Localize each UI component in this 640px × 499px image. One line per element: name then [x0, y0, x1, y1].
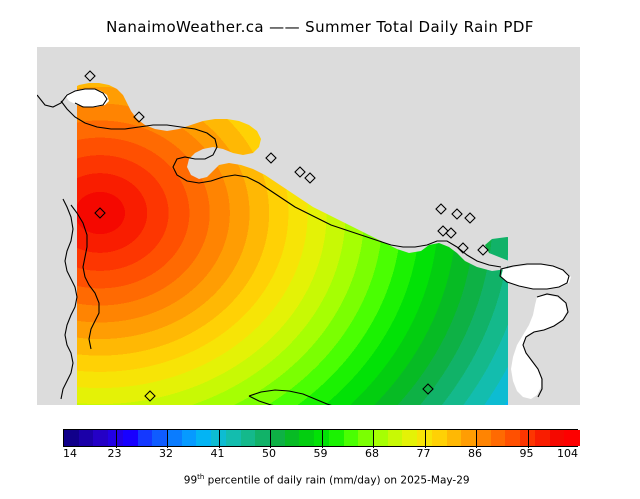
colorbar-band: [402, 430, 418, 446]
colorbar-tick-label: 59: [313, 447, 328, 460]
colorbar-band: [534, 430, 551, 446]
colorbar-band: [373, 430, 389, 446]
weather-map-figure: NanaimoWeather.ca —— Summer Total Daily …: [0, 18, 640, 487]
colorbar-band: [358, 430, 374, 446]
colorbar-band: [490, 430, 507, 446]
colorbar-band: [328, 430, 345, 446]
colorbar-band: [181, 430, 198, 446]
colorbar-band: [431, 430, 448, 446]
coast-west-island: [60, 198, 78, 400]
colorbar-band: [240, 430, 256, 446]
station-marker[interactable]: [144, 390, 156, 402]
station-marker[interactable]: [457, 242, 469, 254]
station-marker[interactable]: [437, 225, 449, 237]
colorbar-tick-label: 32: [159, 447, 173, 460]
colorbar-band: [446, 430, 462, 446]
colorbar-band: [64, 430, 80, 446]
station-marker[interactable]: [464, 212, 476, 224]
bay-water-southeast: [511, 295, 567, 399]
station-marker[interactable]: [477, 244, 489, 256]
colorbar-tick: [373, 430, 374, 448]
colorbar-tick-label: 23: [107, 447, 122, 460]
map-panel: [37, 47, 580, 405]
station-marker[interactable]: [422, 383, 434, 395]
colorbar-tick-label: 41: [210, 447, 225, 460]
colorbar[interactable]: [63, 429, 580, 448]
colorbar-band: [564, 430, 580, 446]
colorbar-tick: [270, 430, 271, 448]
coast-west-island-inner: [70, 204, 100, 350]
colorbar-tick-label: 77: [416, 447, 431, 460]
station-marker[interactable]: [304, 172, 316, 184]
station-marker[interactable]: [94, 207, 106, 219]
colorbar-band: [196, 430, 212, 446]
colorbar-band: [270, 430, 286, 446]
colorbar-tick: [424, 430, 426, 448]
station-marker[interactable]: [133, 111, 145, 123]
mainland-landmass: [37, 47, 580, 405]
station-marker[interactable]: [294, 166, 306, 178]
station-marker-layer: [84, 70, 489, 402]
colorbar-band: [225, 430, 242, 446]
colorbar-band: [255, 430, 271, 446]
colorbar-band: [122, 430, 139, 446]
colorbar-tick: [476, 430, 477, 448]
colorbar-tick: [321, 430, 323, 448]
colorbar-band: [461, 430, 477, 446]
colorbar-tick: [527, 430, 529, 448]
colorbar-band: [93, 430, 109, 446]
colorbar-tick: [218, 430, 220, 448]
colorbar-band: [152, 430, 168, 446]
colorbar-tick-label: 95: [519, 447, 534, 460]
colorbar-band: [505, 430, 521, 446]
colorbar-tick-labels: 14 23 32 41 50 59 68 77 86 95 104: [0, 447, 640, 463]
caption-rest: percentile of daily rain (mm/day) on 202…: [204, 474, 470, 487]
colorbar-tick-label: 68: [365, 447, 379, 460]
coast-east-islands: [499, 263, 570, 290]
colorbar-band: [476, 430, 492, 446]
colorbar-tick-label: 50: [262, 447, 276, 460]
right-margin-land: [537, 247, 580, 405]
coast-lower-island: [248, 389, 332, 405]
colorbar-band: [343, 430, 359, 446]
caption-percentile-number: 99: [183, 474, 198, 487]
caption-ordinal-suffix: th: [197, 473, 205, 481]
coast-northwest-inlet: [37, 88, 108, 108]
colorbar-band: [167, 430, 183, 446]
coast-southeast-bay: [522, 293, 569, 398]
station-marker[interactable]: [265, 152, 277, 164]
colorbar-tick-label: 14: [63, 447, 77, 460]
coastline-layer: [37, 88, 570, 405]
colorbar-band: [137, 430, 153, 446]
page-title: NanaimoWeather.ca —— Summer Total Daily …: [106, 18, 534, 36]
colorbar-band: [299, 430, 315, 446]
colorbar-tick-label: 104: [557, 447, 578, 460]
station-marker[interactable]: [451, 208, 463, 220]
inlet-water-north: [65, 89, 109, 107]
colorbar-band: [284, 430, 301, 446]
station-marker[interactable]: [445, 227, 457, 239]
colorbar-gradient[interactable]: [63, 429, 580, 448]
colorbar-tick: [167, 430, 168, 448]
colorbar-band: [78, 430, 95, 446]
land-mask-layer: [37, 47, 580, 405]
colorbar-band: [387, 430, 404, 446]
station-marker[interactable]: [84, 70, 96, 82]
coast-mainland-south: [60, 100, 502, 268]
station-marker[interactable]: [435, 203, 447, 215]
island-water-east: [501, 265, 571, 289]
colorbar-tick: [115, 430, 117, 448]
colorbar-tick-label: 86: [468, 447, 482, 460]
colorbar-band: [549, 430, 565, 446]
